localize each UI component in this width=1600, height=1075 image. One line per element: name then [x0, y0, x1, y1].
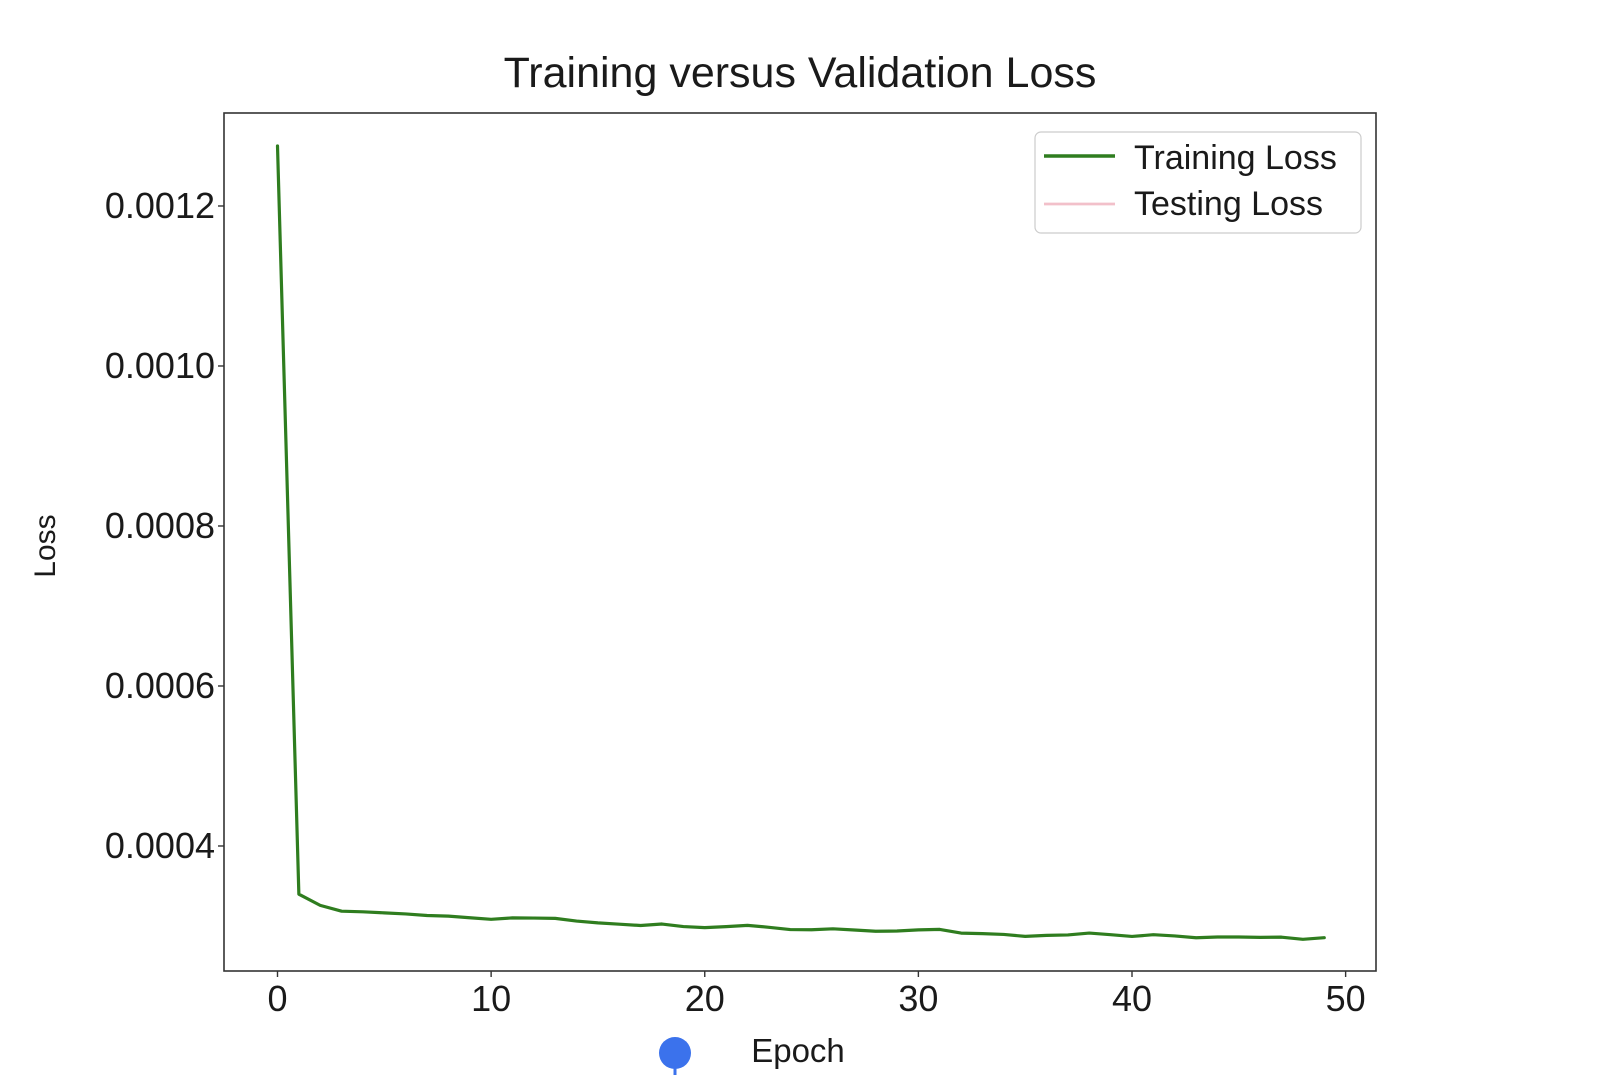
svg-text:Testing Loss: Testing Loss	[1134, 185, 1323, 223]
svg-text:Training Loss: Training Loss	[1134, 139, 1337, 177]
